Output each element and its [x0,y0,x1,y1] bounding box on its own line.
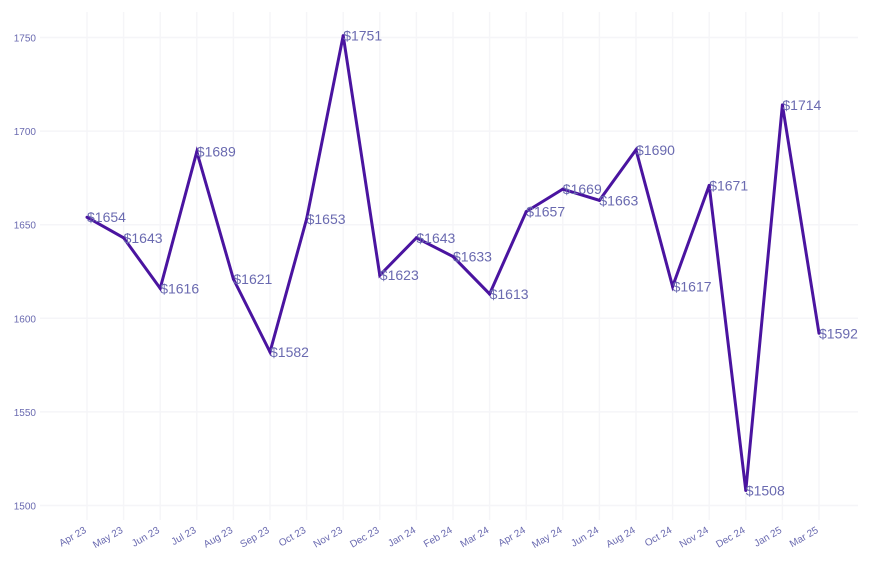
data-point [195,150,199,154]
data-point [561,187,565,191]
x-tick-label: Apr 23 [57,525,88,549]
data-label: $1621 [233,271,272,287]
data-label: $1617 [673,278,712,294]
data-point [671,284,675,288]
x-tick-label: Aug 23 [202,525,235,551]
data-point [158,286,162,290]
y-axis: 1500 1550 1600 1650 1700 1750 [14,34,37,513]
data-point [268,350,272,354]
data-label: $1654 [87,209,126,225]
data-label: $1623 [380,267,419,283]
data-label: $1643 [124,230,163,246]
x-tick-label: Aug 24 [605,525,638,551]
x-tick-label: Jan 24 [386,525,418,550]
data-point [341,34,345,38]
data-point [378,273,382,277]
x-tick-label: Oct 24 [643,525,674,549]
x-tick-label: Mar 24 [459,525,492,550]
data-label: $1592 [819,325,858,341]
data-point [305,217,309,221]
data-point [231,277,235,281]
x-tick-label: Apr 24 [497,525,528,549]
y-tick-label: 1650 [14,221,37,232]
y-tick-label: 1600 [14,314,37,325]
data-label: $1508 [746,483,785,499]
data-point [524,210,528,214]
grid [40,12,858,520]
data-point [707,183,711,187]
data-point [780,103,784,107]
x-axis: Apr 23 May 23 Jun 23 Jul 23 Aug 23 Sep 23 Oct … [57,525,820,551]
x-tick-label: Nov 24 [678,525,711,551]
data-point [634,148,638,152]
data-point [451,255,455,259]
x-tick-label: Feb 24 [422,525,455,550]
data-point [597,198,601,202]
data-label: $1613 [490,286,529,302]
data-point [414,236,418,240]
data-label: $1663 [599,192,638,208]
data-label: $1616 [160,280,199,296]
data-label: $1657 [526,204,565,220]
data-point [488,292,492,296]
data-label: $1671 [709,177,748,193]
data-label: $1714 [782,97,821,113]
y-tick-label: 1750 [14,34,37,45]
y-tick-label: 1700 [14,127,37,138]
data-point [744,489,748,493]
x-tick-label: Dec 24 [714,525,747,551]
x-tick-label: Oct 23 [277,525,308,549]
data-label: $1582 [270,344,309,360]
x-tick-label: Sep 23 [239,525,272,551]
x-tick-label: Jul 23 [170,525,199,548]
data-label: $1653 [307,211,346,227]
x-tick-label: Jan 25 [752,525,784,550]
x-tick-label: Mar 25 [788,525,821,550]
y-tick-label: 1500 [14,502,37,513]
y-tick-label: 1550 [14,408,37,419]
data-label: $1690 [636,142,675,158]
data-point [122,236,126,240]
x-tick-label: May 24 [530,525,564,551]
data-label: $1751 [343,28,382,44]
x-tick-label: Nov 23 [312,525,345,551]
x-tick-label: Jun 24 [569,525,601,550]
x-tick-label: Jun 23 [130,525,162,550]
x-tick-label: May 23 [91,525,125,551]
data-labels: $1654 $1643 $1616 $1689 $1621 $1582 $1653 $1751… [85,28,858,499]
data-point [817,331,821,335]
data-label: $1669 [563,181,602,197]
data-label: $1643 [416,230,455,246]
x-tick-label: Dec 23 [348,525,381,551]
data-label: $1633 [453,249,492,265]
data-point [85,215,89,219]
data-label: $1689 [197,144,236,160]
